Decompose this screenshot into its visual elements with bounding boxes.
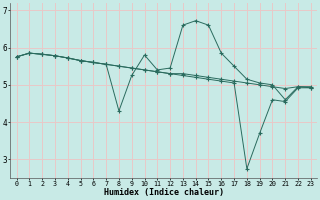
X-axis label: Humidex (Indice chaleur): Humidex (Indice chaleur)	[104, 188, 224, 197]
